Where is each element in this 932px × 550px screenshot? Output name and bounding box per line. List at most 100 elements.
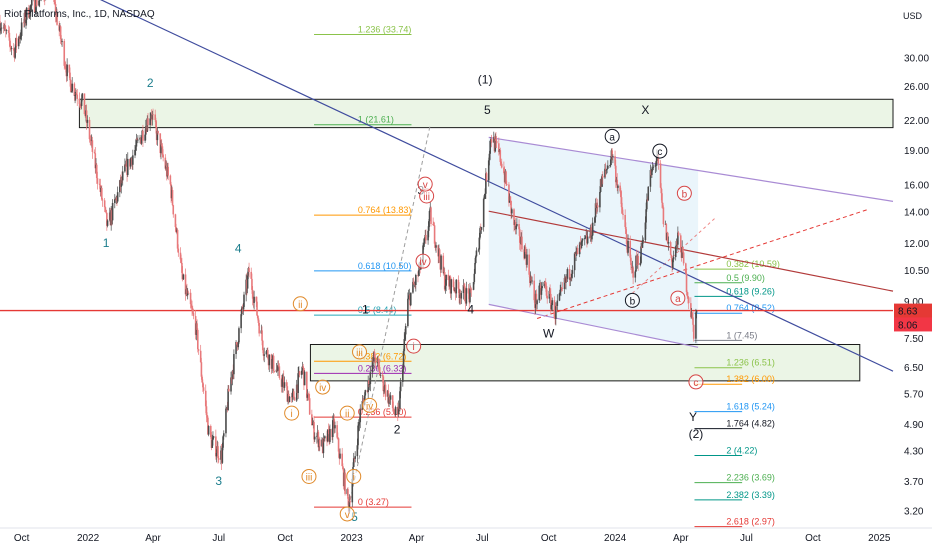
- wave-label: 2: [394, 423, 401, 437]
- candle-body: [63, 41, 66, 66]
- candle-body: [78, 98, 81, 104]
- candle-body: [555, 305, 557, 319]
- wave-label: i: [353, 472, 355, 483]
- candle-body: [677, 232, 679, 245]
- candle-body: [250, 271, 253, 279]
- candle-body: [104, 207, 107, 210]
- candle-body: [70, 91, 73, 93]
- channel-midline: [488, 210, 894, 292]
- candle-body: [7, 30, 10, 33]
- candle-body: [101, 199, 104, 201]
- fib-extension-label: 0.5 (9.90): [726, 273, 765, 283]
- candle-body: [316, 435, 318, 437]
- candle-body: [599, 192, 601, 208]
- candle-body: [399, 381, 402, 392]
- candle-body: [495, 138, 497, 141]
- candle-body: [640, 246, 642, 263]
- candle-body: [495, 140, 498, 144]
- candle-body: [695, 311, 698, 313]
- marker-price-badge: [894, 317, 932, 332]
- candle-body: [132, 155, 134, 165]
- candle-body: [206, 415, 208, 418]
- candle-body: [217, 446, 219, 459]
- candle-body: [515, 225, 517, 230]
- candles-layer: [0, 0, 698, 518]
- candle-body: [38, 0, 41, 1]
- candle-body: [467, 288, 470, 294]
- candle-body: [10, 48, 13, 49]
- candle-body: [508, 184, 510, 203]
- candle-body: [686, 291, 689, 297]
- candle-body: [354, 456, 356, 459]
- candle-body: [685, 273, 688, 292]
- candle-body: [498, 143, 500, 153]
- candle-body: [313, 436, 316, 440]
- wave-label: iii: [306, 472, 313, 483]
- candle-body: [382, 376, 385, 392]
- candle-body: [182, 274, 185, 280]
- candle-body: [0, 27, 3, 29]
- candle-body: [356, 445, 359, 457]
- fib-extension-label: 1.382 (6.00): [726, 374, 775, 384]
- candle-body: [88, 119, 91, 140]
- candle-body: [412, 281, 415, 285]
- candle-body: [619, 185, 621, 192]
- fib-extension-label: 0.382 (10.59): [726, 259, 780, 269]
- x-tick-label: Oct: [277, 533, 293, 544]
- candle-body: [682, 252, 685, 264]
- candle-body: [20, 35, 22, 37]
- candle-body: [144, 134, 146, 141]
- candle-body: [30, 5, 32, 7]
- x-tick-label: Apr: [673, 533, 689, 544]
- candle-body: [230, 377, 232, 392]
- candle-body: [516, 224, 518, 226]
- candle-body: [19, 36, 22, 40]
- wave-circle: [301, 468, 317, 484]
- candle-body: [604, 168, 607, 171]
- candle-body: [455, 279, 458, 294]
- candle-body: [256, 301, 258, 316]
- candle-body: [281, 379, 284, 387]
- y-tick-label: 7.50: [904, 334, 924, 345]
- candle-body: [23, 22, 25, 24]
- candle-body: [116, 192, 119, 202]
- candle-body: [308, 398, 311, 415]
- candle-body: [177, 248, 180, 253]
- candle-body: [524, 246, 527, 253]
- candle-body: [566, 269, 569, 279]
- candle-body: [364, 390, 367, 396]
- candle-body: [191, 309, 194, 313]
- candle-body: [172, 205, 175, 215]
- x-tick-label: Jul: [476, 533, 489, 544]
- candle-body: [71, 83, 73, 92]
- chart-title: Riot Platforms, Inc., 1D, NASDAQ: [4, 9, 155, 20]
- wave-label: 4: [235, 241, 242, 255]
- candle-body: [581, 238, 584, 241]
- wave-label: a: [609, 132, 615, 143]
- candle-body: [670, 254, 673, 259]
- candle-body: [625, 233, 628, 244]
- candle-body: [8, 32, 11, 41]
- candle-body: [627, 240, 629, 253]
- candle-body: [171, 190, 174, 206]
- candle-body: [586, 236, 589, 244]
- fib-extension-label: 0.618 (9.26): [726, 286, 775, 296]
- candle-body: [94, 153, 97, 169]
- candle-body: [98, 183, 101, 185]
- wave-label: (2): [689, 427, 704, 441]
- candle-body: [20, 22, 23, 36]
- candle-body: [389, 395, 392, 400]
- candle-body: [371, 358, 374, 373]
- candle-body: [462, 285, 465, 294]
- fib-label: 0.236 (6.33): [358, 363, 407, 373]
- candle-body: [81, 93, 84, 99]
- candle-body: [404, 326, 407, 335]
- wave-label: Y: [689, 410, 697, 424]
- candle-body: [544, 282, 546, 284]
- candle-body: [277, 365, 279, 371]
- candle-body: [96, 178, 99, 184]
- candle-body: [33, 0, 36, 13]
- candle-body: [583, 238, 586, 240]
- candle-body: [453, 287, 455, 291]
